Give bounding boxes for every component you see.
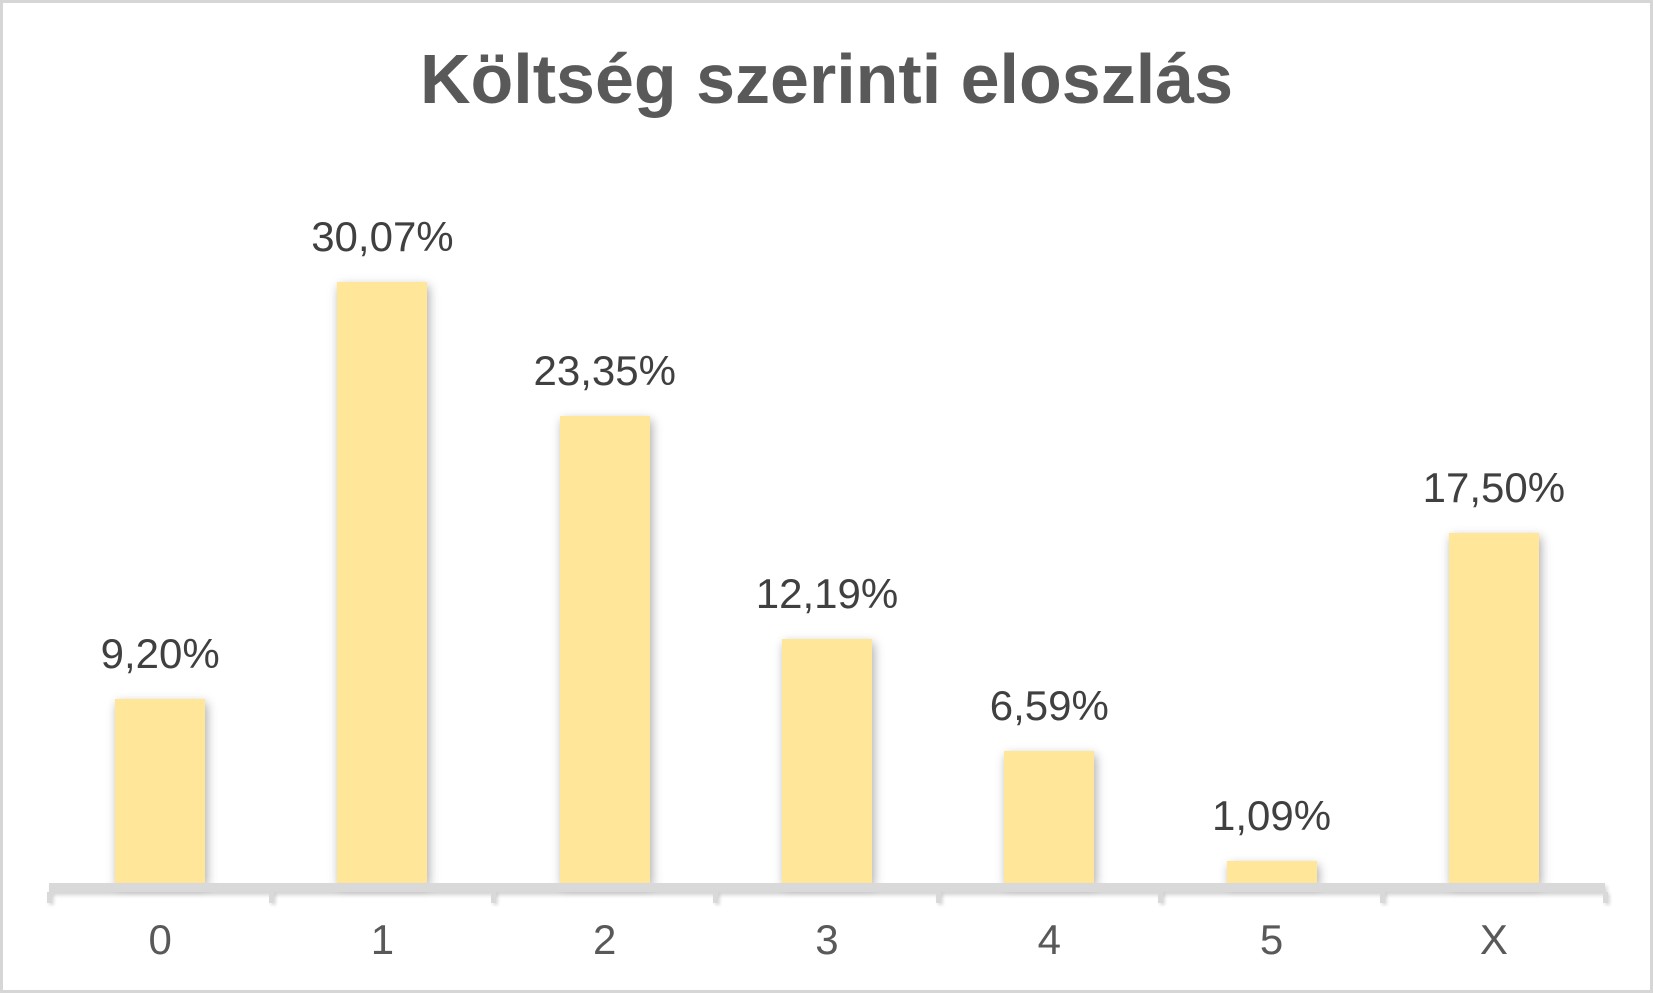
bar	[1226, 861, 1317, 883]
x-axis-line	[49, 883, 1605, 892]
x-axis-category-label: 4	[1037, 916, 1061, 963]
category-slot: 12,19%	[716, 3, 938, 883]
x-axis-tick	[1602, 892, 1608, 903]
category-slot: 1,09%	[1160, 3, 1382, 883]
x-axis-category-label: 0	[148, 916, 172, 963]
x-axis-category-label: 3	[815, 916, 839, 963]
x-axis-tick	[491, 892, 497, 903]
data-label: 17,50%	[1422, 464, 1566, 511]
bar	[559, 416, 650, 883]
x-axis-tick	[713, 892, 719, 903]
x-axis-category-label: 1	[370, 916, 395, 963]
data-label: 1,09%	[1212, 792, 1332, 839]
x-axis-tick	[1157, 892, 1163, 903]
category-slot: 6,59%	[938, 3, 1160, 883]
x-axis-category-labels: 0 1 2 3 4 5 X	[49, 915, 1605, 965]
data-label: 9,20%	[100, 630, 220, 677]
data-label: 23,35%	[533, 347, 676, 394]
x-axis-category-label: X	[1479, 916, 1508, 963]
plot-area: 9,20% 30,07% 23,35% 12,19% 6,59% 1,09% 17,50%	[49, 3, 1605, 883]
category-slot: 17,50%	[1383, 3, 1605, 883]
data-label: 12,19%	[755, 570, 899, 617]
x-axis-tick	[268, 892, 274, 903]
category-slot: 30,07%	[271, 3, 493, 883]
x-axis-category-label: 2	[593, 916, 617, 963]
x-axis-category-label: 5	[1259, 916, 1284, 963]
bar	[781, 639, 872, 883]
bar	[1448, 533, 1539, 883]
data-label: 30,07%	[311, 213, 454, 260]
chart-title: Költség szerinti eloszlás	[419, 40, 1234, 118]
x-axis-tick	[935, 892, 941, 903]
category-slot: 9,20%	[49, 3, 271, 883]
x-axis-tick	[1380, 892, 1386, 903]
category-slot: 23,35%	[494, 3, 716, 883]
data-label: 6,59%	[989, 682, 1109, 729]
bar	[337, 282, 428, 883]
bar	[115, 699, 206, 883]
x-axis-tick	[46, 892, 52, 903]
bar	[1004, 751, 1095, 883]
